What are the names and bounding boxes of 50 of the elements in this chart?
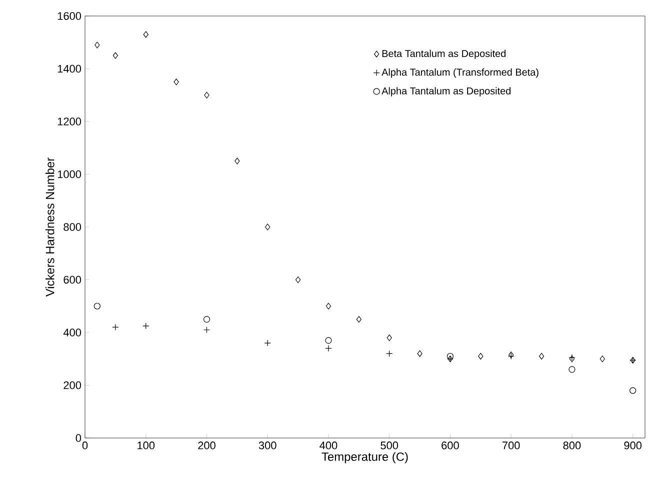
point	[174, 78, 179, 86]
point	[600, 356, 605, 362]
x-tick-label: 200	[198, 442, 216, 450]
legend-label: Beta Tantalum as Deposited	[382, 50, 506, 60]
point	[142, 322, 150, 330]
y-tick-label: 1000	[58, 170, 82, 178]
y-tick-label: 400	[63, 328, 82, 336]
point	[203, 326, 210, 334]
point	[94, 42, 100, 48]
point	[325, 337, 332, 344]
y-tick-label: 0	[76, 434, 82, 442]
point	[446, 352, 454, 360]
x-tick-label: 100	[138, 442, 155, 450]
point	[94, 302, 100, 310]
legend-label: Alpha Tantalum (Transformed Beta)	[382, 68, 538, 78]
point	[630, 387, 636, 394]
x-tick-label: 600	[442, 442, 459, 450]
point	[325, 345, 332, 352]
y-tick-label: 1400	[58, 64, 82, 73]
point	[538, 352, 544, 360]
x-tick-label: 300	[258, 442, 276, 450]
x-tick-label: 900	[624, 442, 642, 450]
legend-label: Alpha Tantalum as Deposited	[382, 87, 511, 96]
x-tick-label: 800	[563, 442, 581, 450]
y-tick-label: 600	[64, 276, 82, 284]
x-axis-title: Temperature (C)	[322, 452, 408, 464]
y-tick-label: 800	[64, 223, 82, 231]
x-tick-label: 500	[380, 442, 398, 450]
point	[112, 324, 119, 331]
point	[265, 224, 270, 230]
y-tick-label: 1200	[58, 118, 82, 126]
point	[234, 158, 240, 164]
point	[112, 52, 118, 59]
point	[386, 350, 393, 357]
point	[143, 31, 148, 38]
point	[356, 316, 362, 323]
point	[295, 276, 301, 284]
point	[417, 350, 422, 357]
point	[386, 334, 392, 342]
y-axis-title: Vickers Hardness Number	[45, 158, 54, 297]
x-tick-label: 0	[82, 442, 88, 450]
x-tick-label: 400	[320, 442, 338, 450]
y-tick-label: 1600	[58, 12, 82, 20]
point	[568, 366, 576, 373]
x-tick-label: 700	[502, 442, 520, 450]
point	[478, 352, 484, 360]
point	[204, 92, 210, 98]
y-tick-label: 200	[64, 381, 82, 390]
point	[203, 316, 210, 323]
point	[326, 302, 332, 310]
